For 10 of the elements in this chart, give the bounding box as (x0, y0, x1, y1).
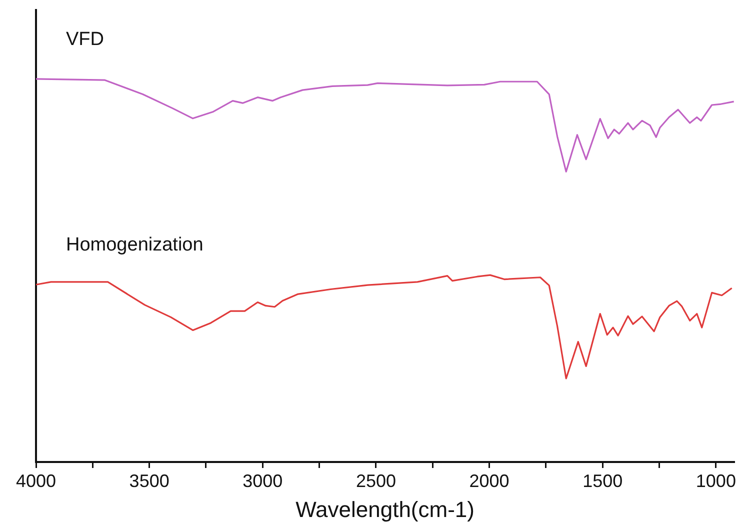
x-tick-label: 2500 (356, 470, 396, 491)
x-tick-label: 2000 (469, 470, 510, 491)
series-label: Homogenization (66, 234, 204, 256)
x-tick-label: 1500 (582, 470, 623, 491)
x-axis-title: Wavelength(cm-1) (296, 496, 474, 522)
x-tick-label: 3000 (242, 470, 283, 491)
x-tick-label: 1000 (696, 470, 736, 491)
x-tick-label: 3500 (129, 470, 170, 491)
x-tick-label: 4000 (16, 470, 56, 491)
series-label: VFD (66, 28, 104, 50)
